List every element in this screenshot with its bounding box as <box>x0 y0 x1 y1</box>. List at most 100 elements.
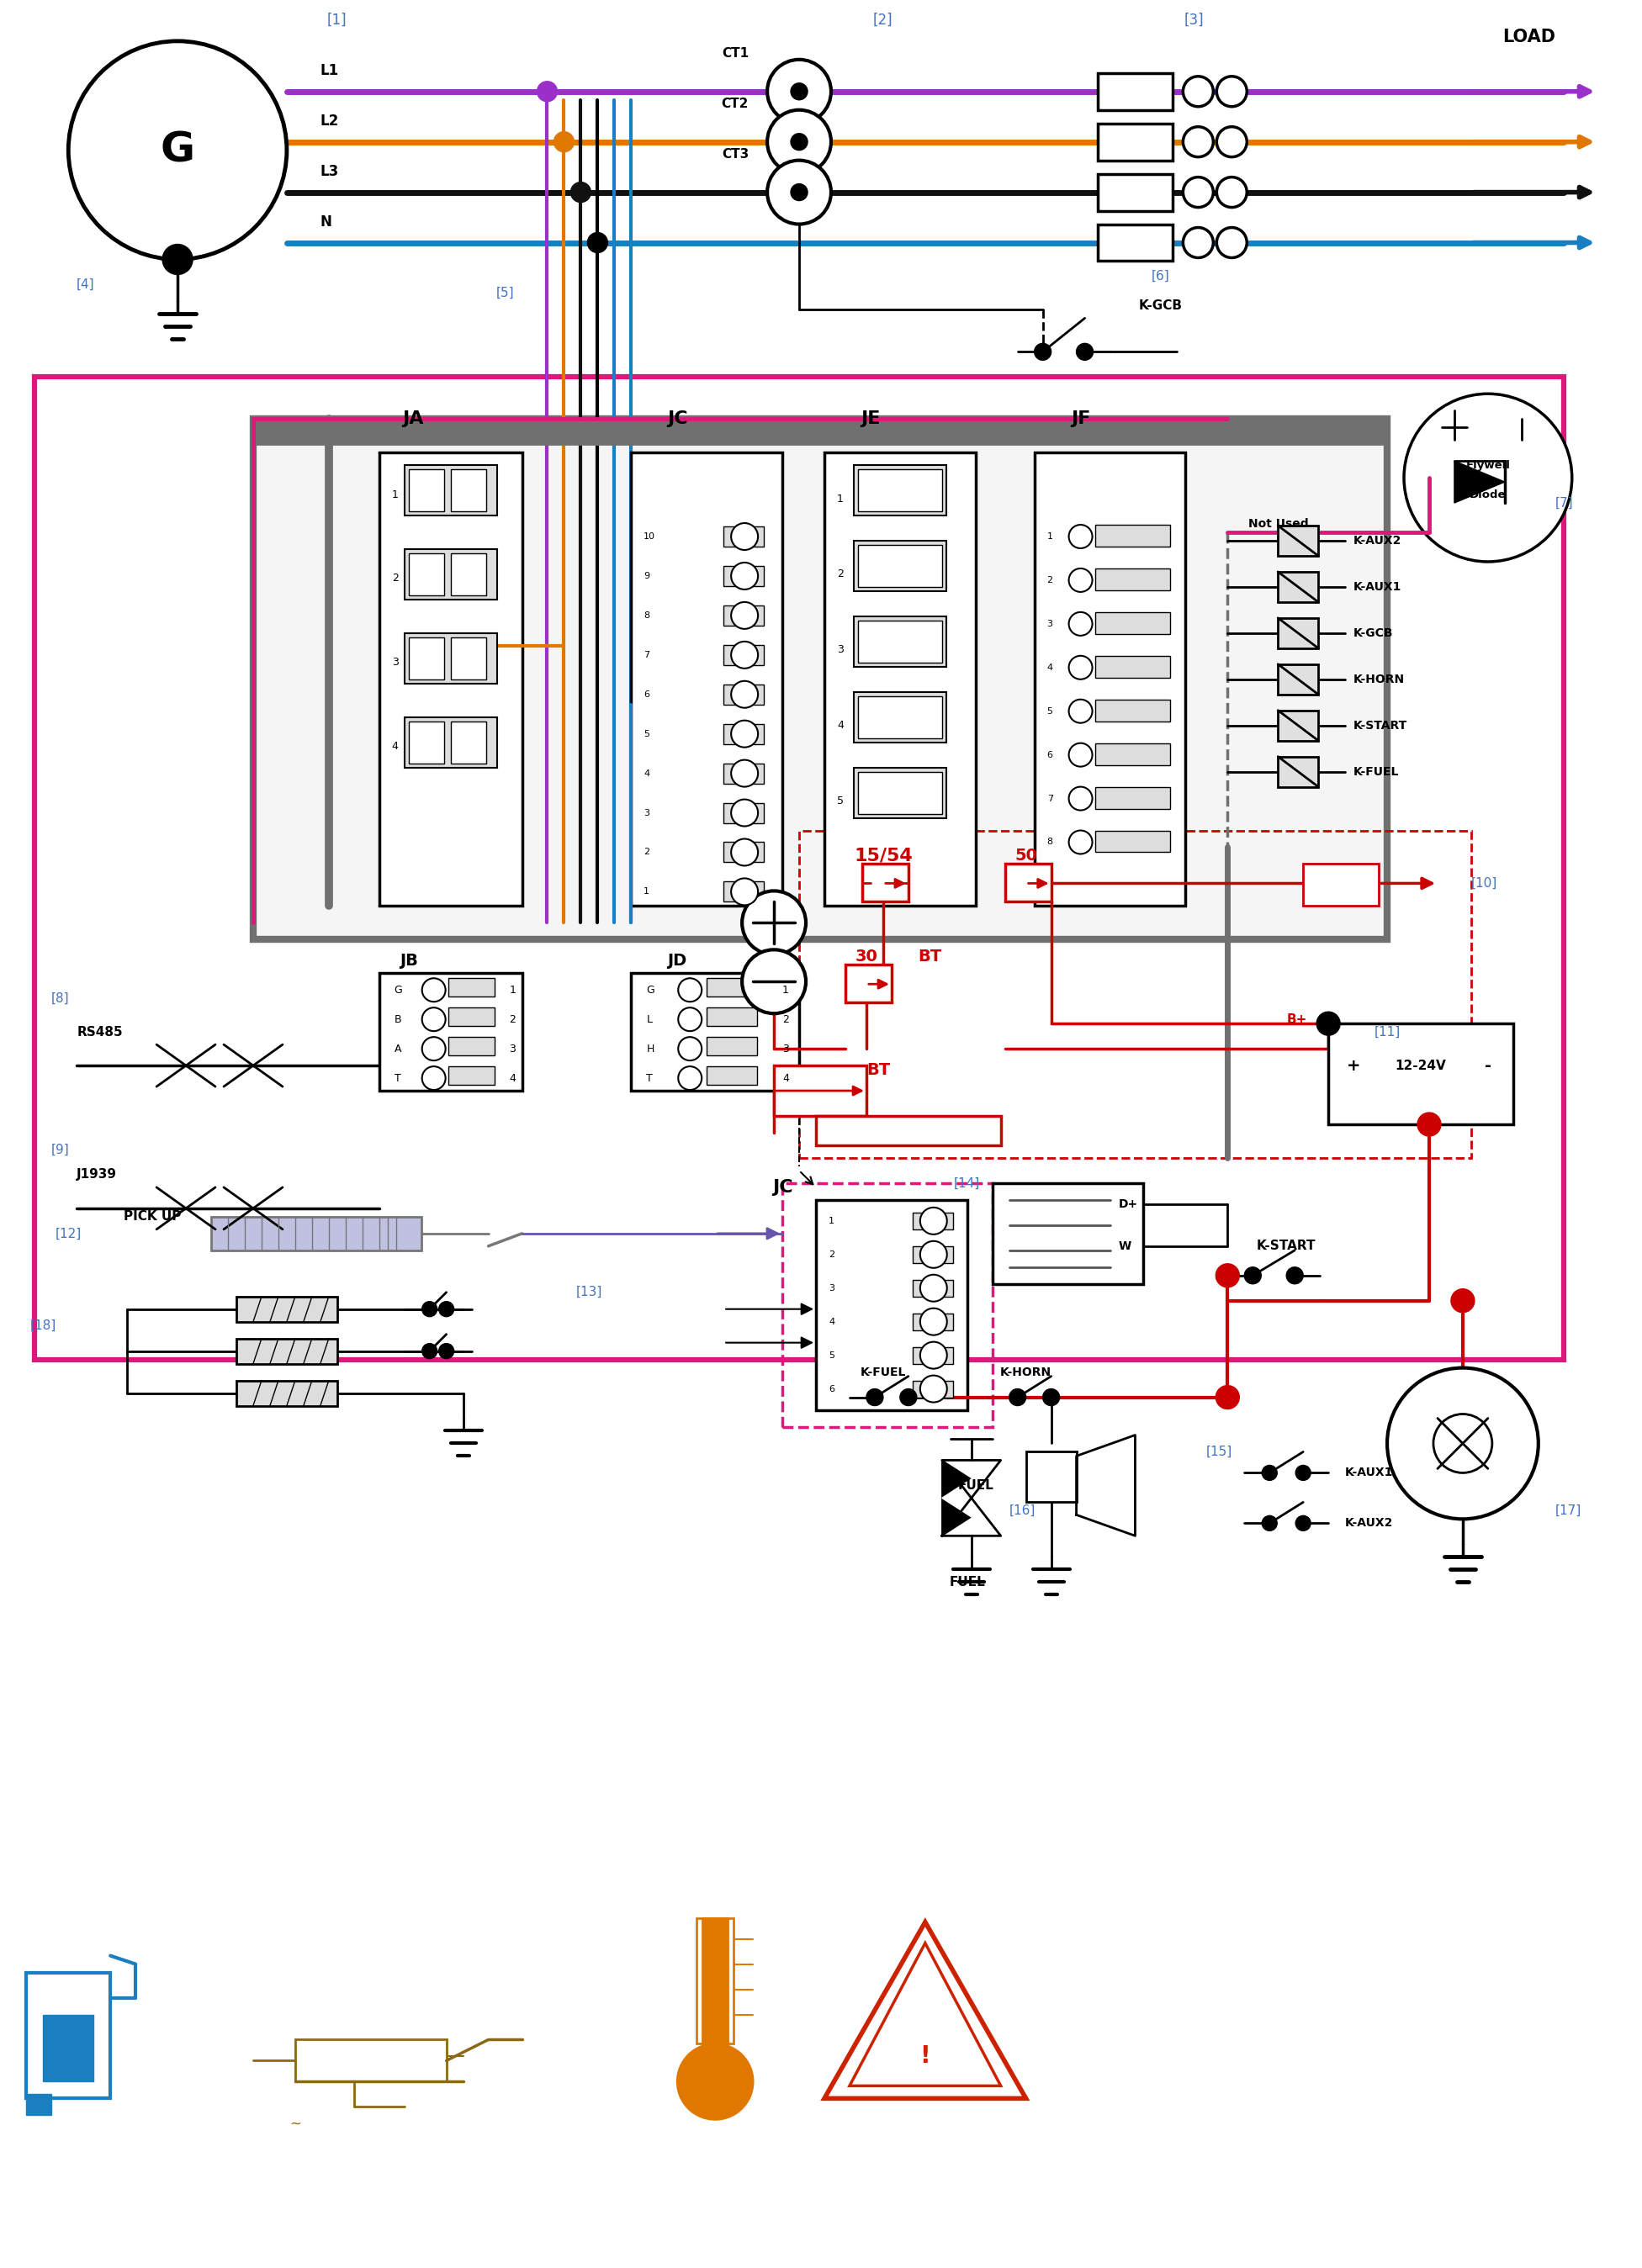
Circle shape <box>1069 524 1092 549</box>
Circle shape <box>438 1302 453 1318</box>
Circle shape <box>1296 1465 1310 1481</box>
Circle shape <box>163 245 192 274</box>
Text: 6: 6 <box>644 689 650 699</box>
Bar <box>704 1978 726 2043</box>
Circle shape <box>1217 227 1246 259</box>
Bar <box>450 469 486 510</box>
Text: Not Used: Not Used <box>1248 517 1309 531</box>
Text: [10]: [10] <box>1471 878 1498 889</box>
Bar <box>404 717 498 767</box>
Circle shape <box>731 878 759 905</box>
Circle shape <box>920 1241 947 1268</box>
Bar <box>1097 122 1172 161</box>
Circle shape <box>1182 127 1213 156</box>
Circle shape <box>69 41 287 259</box>
Text: [2]: [2] <box>874 14 893 27</box>
Bar <box>253 420 1387 445</box>
Text: JA: JA <box>402 411 424 426</box>
Bar <box>854 767 946 819</box>
Bar <box>236 1297 337 1322</box>
Text: 1: 1 <box>829 1216 834 1225</box>
Bar <box>1095 787 1171 810</box>
Bar <box>724 882 764 903</box>
Circle shape <box>1010 1388 1026 1406</box>
Bar <box>1097 175 1172 211</box>
Circle shape <box>742 891 806 955</box>
Circle shape <box>1245 1268 1261 1284</box>
Text: [18]: [18] <box>30 1320 56 1331</box>
Bar <box>1095 830 1171 853</box>
Text: [1]: [1] <box>327 14 346 27</box>
Bar <box>1277 758 1319 787</box>
Circle shape <box>1034 342 1051 361</box>
Bar <box>1304 864 1379 905</box>
Bar <box>1095 612 1171 635</box>
Text: 5: 5 <box>644 730 650 737</box>
Bar <box>706 978 757 996</box>
Text: K-AUX1: K-AUX1 <box>1353 581 1402 592</box>
Text: [17]: [17] <box>1555 1504 1581 1517</box>
Circle shape <box>731 680 759 708</box>
Bar <box>992 1184 1143 1284</box>
Bar <box>706 1066 757 1084</box>
Bar <box>212 1216 420 1250</box>
Text: 3: 3 <box>1048 619 1053 628</box>
Bar <box>724 764 764 782</box>
Text: 2: 2 <box>392 574 399 583</box>
Text: G: G <box>647 984 655 996</box>
Bar <box>631 454 782 905</box>
Circle shape <box>1043 1388 1059 1406</box>
Circle shape <box>920 1309 947 1336</box>
Text: D+: D+ <box>1118 1198 1138 1211</box>
Bar <box>379 454 522 905</box>
Bar <box>706 1036 757 1055</box>
Circle shape <box>1417 1114 1442 1136</box>
Bar <box>824 454 975 905</box>
Text: CT2: CT2 <box>721 98 749 111</box>
Bar <box>450 721 486 764</box>
Text: 2: 2 <box>782 1014 790 1025</box>
Text: 8: 8 <box>1048 837 1053 846</box>
Text: L3: L3 <box>320 163 340 179</box>
Bar <box>34 376 1563 1359</box>
Circle shape <box>867 1388 883 1406</box>
Text: 30: 30 <box>855 948 878 964</box>
Circle shape <box>920 1374 947 1402</box>
Text: 10: 10 <box>644 533 655 540</box>
Text: CT1: CT1 <box>722 48 749 59</box>
Polygon shape <box>1077 1436 1135 1535</box>
Text: L2: L2 <box>320 113 340 129</box>
Bar <box>448 978 494 996</box>
Bar <box>724 526 764 547</box>
Circle shape <box>731 760 759 787</box>
Circle shape <box>1263 1465 1277 1481</box>
Text: [14]: [14] <box>954 1177 980 1188</box>
Bar <box>859 771 943 814</box>
Text: 3: 3 <box>782 1043 790 1055</box>
Circle shape <box>422 978 445 1002</box>
Text: -: - <box>1484 1057 1491 1073</box>
Bar <box>859 696 943 737</box>
Bar <box>1277 572 1319 601</box>
Bar <box>724 841 764 862</box>
Circle shape <box>1069 612 1092 635</box>
Circle shape <box>422 1066 445 1091</box>
Bar <box>773 1066 867 1116</box>
Bar <box>450 553 486 594</box>
Circle shape <box>537 82 557 102</box>
Text: JB: JB <box>399 953 417 968</box>
Text: CT3: CT3 <box>721 147 749 161</box>
Circle shape <box>678 2043 754 2118</box>
Text: JC: JC <box>772 1179 793 1195</box>
Bar <box>724 644 764 665</box>
Circle shape <box>1387 1368 1539 1520</box>
Circle shape <box>1182 227 1213 259</box>
Bar <box>859 469 943 510</box>
Circle shape <box>1182 177 1213 206</box>
Text: 1: 1 <box>782 984 790 996</box>
Circle shape <box>553 132 575 152</box>
Text: 2: 2 <box>829 1250 834 1259</box>
Text: 1: 1 <box>1048 533 1053 540</box>
Text: 6: 6 <box>1048 751 1053 760</box>
Bar <box>782 1184 992 1427</box>
